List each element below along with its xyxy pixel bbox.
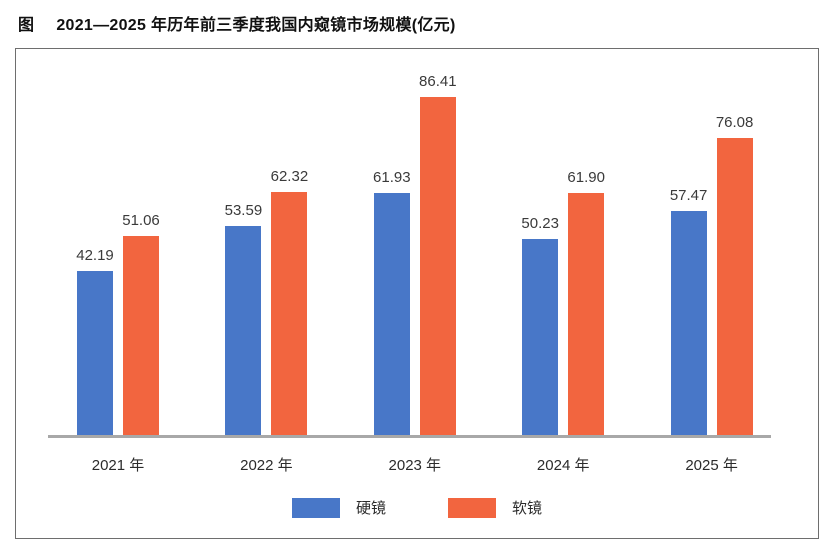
legend: 硬镜 软镜 [16, 497, 818, 518]
legend-swatch-flexible [448, 497, 496, 518]
x-axis-label: 2022 年 [240, 457, 293, 474]
bar-flexible [568, 193, 605, 436]
bar-value-label: 51.06 [122, 212, 160, 229]
legend-label-flexible: 软镜 [512, 500, 543, 517]
bar-value-label: 62.32 [270, 168, 309, 185]
legend-item-flexible: 软镜 [448, 497, 542, 518]
plot-area: 42.19 51.06 53.59 62.32 61.93 86.41 50.23 61.90… [16, 49, 818, 436]
bar-value-label: 57.47 [669, 187, 708, 204]
bar-group: 50.23 61.90 [521, 169, 605, 436]
bar-value-label: 86.41 [419, 73, 457, 90]
bar-rigid [225, 226, 262, 436]
bar-column: 51.06 [122, 212, 160, 436]
bar-column: 53.59 [224, 202, 263, 436]
figure-label-prefix: 图 [18, 17, 35, 34]
bar-column: 86.41 [419, 73, 457, 436]
bar-rigid [77, 271, 113, 436]
x-axis-label: 2023 年 [388, 457, 442, 474]
legend-item-rigid: 硬镜 [291, 497, 386, 518]
bar-group: 53.59 62.32 [224, 168, 309, 436]
x-axis-line [48, 435, 771, 438]
x-axis-label: 2024 年 [536, 457, 590, 474]
bar-value-label: 50.23 [521, 215, 559, 232]
bar-flexible [716, 138, 753, 436]
bar-rigid [373, 193, 410, 436]
bar-value-label: 53.59 [224, 202, 263, 219]
figure-title: 图 2021—2025 年历年前三季度我国内窥镜市场规模(亿元) [18, 11, 456, 35]
bar-group: 42.19 51.06 [76, 212, 160, 436]
bar-value-label: 61.90 [567, 169, 605, 186]
bar-column: 42.19 [76, 247, 114, 436]
bar-rigid [522, 239, 559, 436]
chart-panel: 42.19 51.06 53.59 62.32 61.93 86.41 50.23 61.90… [15, 48, 819, 539]
x-axis-label: 2025 年 [685, 457, 738, 474]
bar-column: 57.47 [669, 187, 708, 436]
bar-value-label: 61.93 [373, 169, 411, 186]
bar-column: 62.32 [270, 168, 309, 436]
bar-flexible [271, 192, 308, 436]
bar-column: 76.08 [715, 114, 754, 436]
legend-label-rigid: 硬镜 [355, 500, 386, 517]
bar-column: 61.93 [373, 169, 411, 436]
bar-rigid [670, 211, 707, 436]
bar-column: 61.90 [567, 169, 605, 436]
bar-group: 57.47 76.08 [669, 114, 754, 436]
figure-title-text: 2021—2025 年历年前三季度我国内窥镜市场规模(亿元) [56, 17, 456, 34]
bar-value-label: 76.08 [715, 114, 754, 131]
bar-group: 61.93 86.41 [373, 73, 457, 436]
bar-value-label: 42.19 [76, 247, 114, 264]
x-axis-label: 2021 年 [91, 457, 145, 474]
bar-column: 50.23 [521, 215, 559, 436]
bar-flexible [419, 97, 456, 436]
legend-swatch-rigid [291, 497, 340, 518]
bar-flexible [123, 236, 159, 436]
